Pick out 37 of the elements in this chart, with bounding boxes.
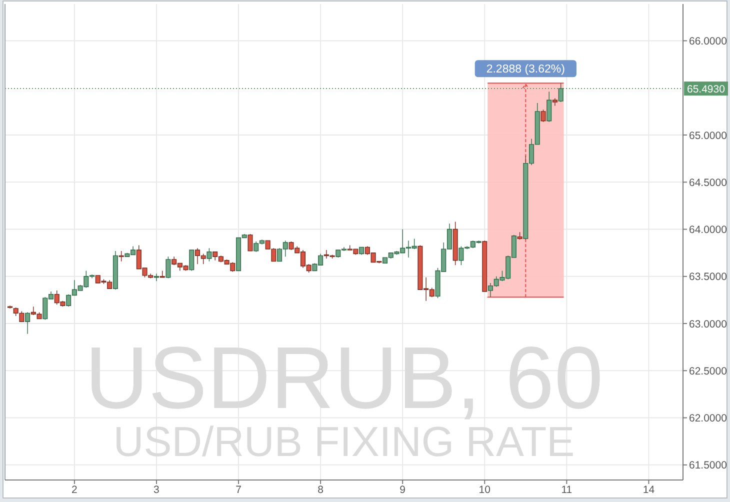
candlestick xyxy=(166,256,171,279)
candlestick xyxy=(359,246,364,256)
x-tick-label: 14 xyxy=(642,484,655,496)
candlestick xyxy=(112,250,118,290)
y-tick-label: 62.5000 xyxy=(689,365,728,378)
candlestick xyxy=(25,312,30,334)
candlestick xyxy=(546,91,552,122)
x-tick-label: 9 xyxy=(400,484,406,496)
candlestick xyxy=(248,234,253,252)
x-tick-label: 7 xyxy=(236,484,242,496)
y-tick-label: 63.0000 xyxy=(689,318,728,330)
candlestick xyxy=(558,82,564,102)
y-tick-label: 64.0000 xyxy=(689,224,728,236)
candlestick xyxy=(540,109,546,122)
candlestick xyxy=(482,240,488,292)
candlestick xyxy=(552,98,558,106)
candlestick xyxy=(452,221,458,266)
y-tick-label: 64.5000 xyxy=(689,176,728,189)
candlestick xyxy=(160,270,165,278)
x-tick-label: 10 xyxy=(478,484,491,496)
ref-line-label: 65.4930 xyxy=(687,83,726,96)
y-tick-label: 63.5000 xyxy=(689,271,728,284)
y-tick-label: 62.0000 xyxy=(689,412,728,425)
y-tick-label: 65.0000 xyxy=(689,130,728,142)
band-label: 2.2888 (3.62%) xyxy=(486,64,566,76)
candlestick xyxy=(517,232,522,240)
candlestick xyxy=(118,250,124,262)
x-tick-label: 2 xyxy=(72,484,78,496)
candlestick xyxy=(206,248,212,262)
y-tick-label: 61.5000 xyxy=(689,460,728,472)
y-tick-label: 66.0000 xyxy=(689,36,728,48)
x-tick-label: 8 xyxy=(318,484,324,496)
x-tick-label: 3 xyxy=(154,484,160,496)
candlestick xyxy=(189,250,194,272)
candlestick xyxy=(154,273,159,282)
candlestick xyxy=(7,305,12,309)
x-tick-label: 11 xyxy=(561,484,572,496)
